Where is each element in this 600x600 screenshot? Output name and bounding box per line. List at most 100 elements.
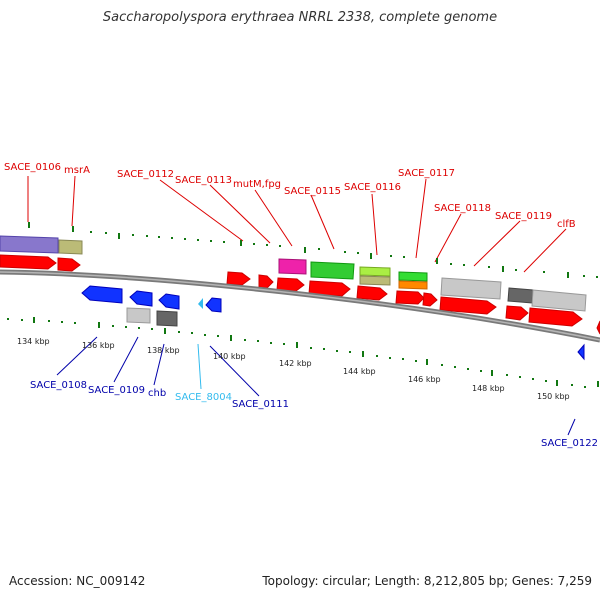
- tick-dot: [132, 234, 134, 236]
- gene-arrow: [505, 305, 529, 321]
- gene-arrow: [596, 320, 600, 335]
- gene-arrow: [276, 277, 305, 292]
- tick-dot: [7, 318, 9, 320]
- gene-block: [0, 235, 59, 254]
- scale-label: 140 kbp: [213, 352, 246, 361]
- scale-label: 148 kbp: [472, 384, 505, 393]
- gene-block: [507, 287, 534, 304]
- gene-label: SACE_8004: [175, 392, 232, 403]
- tick-dot: [467, 368, 469, 370]
- tick-dot: [210, 240, 212, 242]
- tick-dot: [450, 263, 452, 265]
- tick-dot: [74, 322, 76, 324]
- callout-line: [209, 184, 271, 244]
- tick-dot: [21, 319, 23, 321]
- gene-arrow: [356, 285, 388, 301]
- gene-arrow: [528, 307, 583, 327]
- tick-dot: [244, 339, 246, 341]
- gene-arrow: [205, 297, 222, 313]
- tick-dot: [402, 358, 404, 360]
- tick-mark: [597, 381, 599, 387]
- tick-dot: [90, 231, 92, 233]
- callout-lines: [27, 175, 576, 436]
- gene-block: [398, 271, 428, 282]
- tick-mark: [362, 351, 364, 357]
- accession-text: Accession: NC_009142: [9, 574, 146, 588]
- tick-dot: [138, 327, 140, 329]
- gene-block: [126, 307, 151, 324]
- lower-arrow-row: [81, 285, 585, 361]
- tick-dot: [349, 351, 351, 353]
- callout-line: [153, 343, 165, 386]
- tick-dot: [596, 276, 598, 278]
- tick-dot: [390, 255, 392, 257]
- gene-label: SACE_0112: [117, 169, 174, 180]
- tick-dot: [403, 256, 405, 258]
- callout-line: [209, 345, 260, 397]
- gene-label: SACE_0111: [232, 399, 289, 410]
- gene-block: [310, 261, 355, 280]
- tick-dot: [454, 366, 456, 368]
- tick-mark: [118, 233, 120, 239]
- scale-label: 146 kbp: [408, 375, 441, 384]
- callout-line: [197, 343, 202, 390]
- scale-label: 150 kbp: [537, 392, 570, 401]
- gene-block: [440, 277, 502, 300]
- gene-label: SACE_0109: [88, 385, 145, 396]
- gene-label: SACE_0113: [175, 175, 232, 186]
- scale-label: 142 kbp: [279, 359, 312, 368]
- tick-dot: [584, 386, 586, 388]
- tick-dot: [151, 328, 153, 330]
- gene-block: [58, 239, 83, 255]
- callout-line: [310, 194, 335, 250]
- tick-dot: [257, 340, 259, 342]
- scale-label: 134 kbp: [17, 337, 50, 346]
- tick-mark: [491, 370, 493, 376]
- tick-dot: [191, 332, 193, 334]
- tick-dot: [204, 334, 206, 336]
- gene-label: SACE_0115: [284, 186, 341, 197]
- scale-labels: 134 kbp 136 kbp 138 kbp 140 kbp 142 kbp …: [17, 337, 570, 401]
- upper-feature-row: [0, 235, 587, 312]
- callout-line: [159, 179, 244, 242]
- gene-block: [359, 266, 391, 277]
- gene-label: SACE_0119: [495, 211, 552, 222]
- tick-mark: [33, 317, 35, 323]
- gene-arrow: [226, 271, 251, 286]
- tick-dot: [310, 347, 312, 349]
- gene-label: clfB: [557, 219, 576, 230]
- tick-dot: [171, 237, 173, 239]
- tick-dot: [178, 331, 180, 333]
- tick-dot: [105, 232, 107, 234]
- tick-mark: [98, 322, 100, 328]
- tick-dot: [61, 321, 63, 323]
- tick-mark: [304, 247, 306, 253]
- tick-dot: [515, 269, 517, 271]
- gene-block: [156, 310, 178, 327]
- tick-dot: [158, 236, 160, 238]
- gene-label: SACE_0118: [434, 203, 491, 214]
- tick-mark: [567, 272, 569, 278]
- gene-label: chb: [148, 388, 166, 399]
- tick-dot: [480, 370, 482, 372]
- lower-feature-row: [126, 307, 178, 327]
- tick-dot: [323, 348, 325, 350]
- tick-mark: [240, 240, 242, 246]
- gene-arrow: [0, 254, 57, 270]
- tick-dot: [266, 244, 268, 246]
- tick-dot: [146, 235, 148, 237]
- gene-label: SACE_0108: [30, 380, 87, 391]
- gene-label: mutM,fpg: [233, 179, 281, 190]
- callout-line: [434, 213, 462, 263]
- tick-dot: [125, 326, 127, 328]
- tick-dot: [279, 245, 281, 247]
- callout-line: [523, 228, 567, 273]
- tick-dot: [415, 360, 417, 362]
- tick-dot: [253, 243, 255, 245]
- gene-block: [398, 280, 428, 290]
- tick-dot: [217, 335, 219, 337]
- tick-mark: [556, 380, 558, 386]
- upper-tick-track: [28, 222, 598, 278]
- callout-line: [254, 189, 293, 247]
